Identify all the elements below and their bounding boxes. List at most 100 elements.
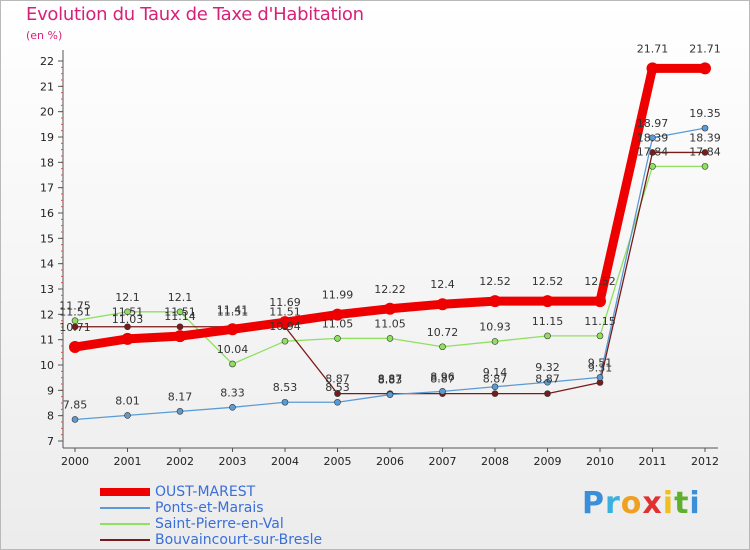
data-label: 8.83 xyxy=(378,374,403,387)
data-point xyxy=(176,408,184,415)
data-labels-layer: 11.75 12.1 12.1 10.04 10.94 11.05 11.05 10.72 10… xyxy=(59,42,721,411)
data-point xyxy=(226,323,239,336)
data-point xyxy=(649,134,656,142)
chart-title: Evolution du Taux de Taxe d'Habitation xyxy=(26,4,364,25)
data-point xyxy=(71,416,79,423)
data-point xyxy=(544,390,551,397)
data-label: 11.41 xyxy=(217,303,249,316)
data-point xyxy=(334,390,341,397)
x-tick-label: 2006 xyxy=(376,455,404,468)
proxiti-logo: Proxiti xyxy=(582,486,701,521)
data-label: 18.97 xyxy=(637,117,669,130)
logo-letter: P xyxy=(582,486,605,521)
y-tick-label: 14 xyxy=(40,258,54,271)
data-point xyxy=(281,398,289,406)
data-point xyxy=(596,332,604,340)
data-label: 11.05 xyxy=(374,317,406,330)
data-point xyxy=(174,330,186,343)
data-label: 11.51 xyxy=(269,306,301,319)
data-point xyxy=(281,337,289,345)
data-point xyxy=(121,332,134,345)
data-label: 12.1 xyxy=(115,291,140,304)
data-label: 8.53 xyxy=(273,381,298,394)
data-label: 8.17 xyxy=(168,390,193,403)
data-label: 21.71 xyxy=(689,42,721,55)
x-tick-label: 2007 xyxy=(429,455,457,468)
logo-letter: i xyxy=(689,486,701,521)
y-tick-label: 9 xyxy=(47,384,54,397)
data-label: 8.87 xyxy=(430,373,455,386)
data-label: 18.39 xyxy=(689,131,721,144)
data-label: 11.99 xyxy=(322,289,354,302)
data-point xyxy=(699,62,711,75)
data-label: 10.71 xyxy=(59,321,91,334)
y-tick-label: 13 xyxy=(40,283,54,296)
data-point xyxy=(176,323,184,331)
legend-swatch xyxy=(100,488,150,496)
data-label: 11.14 xyxy=(164,310,196,323)
data-point xyxy=(436,298,449,311)
y-tick-label: 16 xyxy=(40,207,54,220)
data-point xyxy=(71,323,79,331)
data-point xyxy=(491,383,499,391)
logo-letter: t xyxy=(674,486,690,521)
y-tick-label: 12 xyxy=(40,308,54,321)
y-tick-label: 20 xyxy=(40,106,54,119)
data-point xyxy=(386,391,394,398)
data-point xyxy=(229,360,236,368)
x-tick-label: 2010 xyxy=(586,455,614,468)
data-label: 11.15 xyxy=(584,315,616,328)
data-point xyxy=(491,390,499,397)
legend-label: Bouvaincourt-sur-Bresle xyxy=(155,532,323,548)
data-label: 11.05 xyxy=(322,317,354,330)
x-tick-label: 2004 xyxy=(271,455,299,468)
data-label: 10.94 xyxy=(269,320,301,333)
data-label: 12.52 xyxy=(532,275,564,288)
data-label: 19.35 xyxy=(689,107,721,120)
y-tick-label: 19 xyxy=(40,131,54,144)
x-tick-label: 2008 xyxy=(481,455,509,468)
data-label: 11.51 xyxy=(164,306,196,319)
data-label: 8.87 xyxy=(325,373,350,386)
data-label: 11.51 xyxy=(59,306,91,319)
data-point xyxy=(544,332,551,340)
data-point xyxy=(331,308,344,321)
data-point xyxy=(541,295,554,308)
x-tick-label: 2000 xyxy=(61,455,89,468)
data-label: 11.75 xyxy=(59,300,91,313)
data-point xyxy=(491,338,499,345)
data-label: 21.71 xyxy=(637,42,669,55)
data-point xyxy=(646,62,659,75)
data-label: 11.51 xyxy=(112,306,144,319)
logo-letter: o xyxy=(620,486,643,521)
data-point xyxy=(384,302,396,315)
chart-unit: (en %) xyxy=(26,29,63,42)
data-label: 12.22 xyxy=(374,283,406,296)
data-label: 10.04 xyxy=(217,343,249,356)
x-tick-label: 2005 xyxy=(324,455,352,468)
data-label: 9.32 xyxy=(535,361,560,374)
data-point xyxy=(124,412,131,419)
data-label: 9.14 xyxy=(483,366,508,379)
x-tick-label: 2002 xyxy=(166,455,194,468)
data-label: 8.87 xyxy=(483,373,508,386)
data-label: 11.15 xyxy=(532,315,564,328)
y-tick-label: 8 xyxy=(47,410,54,423)
data-label: 10.93 xyxy=(479,320,511,333)
data-label: 9.31 xyxy=(588,361,613,374)
data-label: 12.52 xyxy=(479,275,511,288)
legend-label: OUST-MAREST xyxy=(155,484,256,500)
data-point xyxy=(596,374,604,381)
data-point xyxy=(124,308,131,316)
data-label: 10.72 xyxy=(427,326,459,339)
data-label: 8.87 xyxy=(378,373,403,386)
y-tick-label: 10 xyxy=(40,359,54,372)
data-point xyxy=(701,124,709,132)
legend-label: Ponts-et-Marais xyxy=(155,500,264,516)
data-label: 11.03 xyxy=(112,313,144,326)
axes: 7 8 9 10 11 12 13 14 15 16 17 18 19 20 21 22 2000 2001 200… xyxy=(40,50,719,468)
data-label: 8.96 xyxy=(430,370,455,383)
data-point xyxy=(439,388,446,395)
data-label: 11.51 xyxy=(217,306,249,319)
